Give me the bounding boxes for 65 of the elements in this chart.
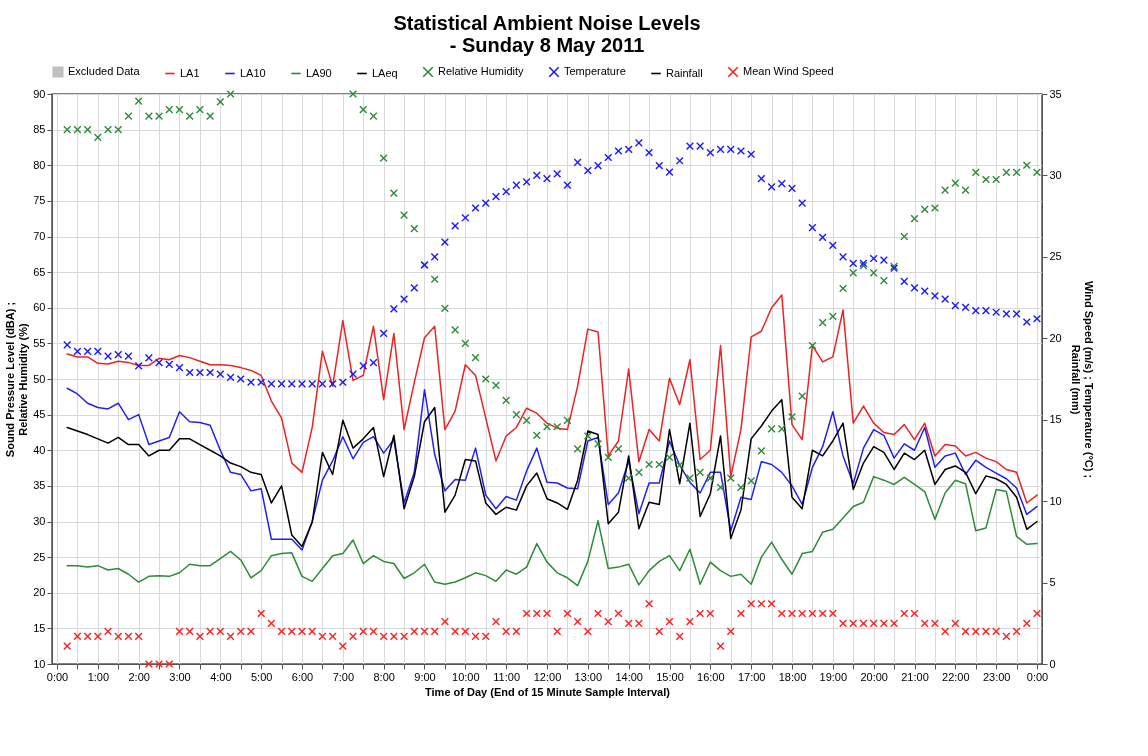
x-tick-label: 6:00 <box>291 670 314 683</box>
x-tick-label: 0:00 <box>46 670 69 683</box>
y-tick-label: 30 <box>33 515 46 527</box>
x-tick-label: 2:00 <box>128 670 150 683</box>
y2-tick-label: 35 <box>1049 87 1062 100</box>
y-tick-label: 10 <box>33 657 46 670</box>
legend-label: Mean Wind Speed <box>743 65 834 78</box>
y-tick-label: 40 <box>33 443 46 456</box>
legend-label: LA90 <box>306 66 332 79</box>
x-tick-label: 14:00 <box>615 670 643 683</box>
x-tick-label: 12:00 <box>533 670 562 683</box>
legend-label: LA1 <box>180 66 200 79</box>
x-tick-label: 9:00 <box>414 670 436 683</box>
x-tick-label: 20:00 <box>860 670 888 683</box>
y-tick-label: 85 <box>33 123 46 136</box>
y-tick-label: 25 <box>33 550 46 563</box>
x-tick-label: 13:00 <box>574 670 603 683</box>
y-tick-label: 80 <box>33 158 46 171</box>
y-tick-label: 45 <box>33 408 46 421</box>
chart-title: Statistical Ambient Noise Levels - Sunday 8 May 2011 <box>393 12 701 56</box>
line-series <box>66 475 1038 587</box>
x-axis-title: Time of Day (End of 15 Minute Sample Interval) <box>425 685 671 698</box>
x-tick-label: 18:00 <box>778 670 807 683</box>
y2-tick-label: 15 <box>1049 413 1062 426</box>
x-tick-label: 19:00 <box>819 670 848 683</box>
y2-tick-label: 25 <box>1049 250 1062 263</box>
y2-axis-title: Wind Speed (m/s) ; Temperature (°C) ; Rainfall (mm) <box>1069 280 1095 479</box>
x-tick-label: 4:00 <box>210 670 232 683</box>
x-tick-label: 7:00 <box>332 670 355 683</box>
y-axis-title: Sound Pressure Level (dBA) ; Relative Humidity (%) <box>4 301 30 458</box>
y-tick-label: 55 <box>33 336 46 349</box>
y-tick-label: 15 <box>33 621 46 634</box>
x-tick-label: 15:00 <box>656 670 684 683</box>
y-tick-label: 75 <box>33 194 46 207</box>
y2-tick-label: 10 <box>1049 494 1062 507</box>
x-tick-label: 11:00 <box>493 670 521 683</box>
legend-label: Relative Humidity <box>438 65 525 78</box>
x-tick-label: 8:00 <box>373 670 395 683</box>
y2-tick-label: 20 <box>1049 331 1062 344</box>
x-tick-label: 17:00 <box>737 670 766 683</box>
x-tick-label: 10:00 <box>452 670 480 683</box>
x-tick-label: 23:00 <box>982 670 1011 683</box>
y2-tick-label: 0 <box>1049 657 1056 670</box>
x-tick-label: 22:00 <box>942 670 970 683</box>
line-series <box>66 294 1038 504</box>
legend-label: LA10 <box>240 66 266 79</box>
y-tick-label: 90 <box>33 87 46 100</box>
y-tick-label: 35 <box>33 479 46 492</box>
y-tick-label: 50 <box>33 372 46 385</box>
y2-tick-label: 5 <box>1049 576 1056 589</box>
x-tick-label: 21:00 <box>901 670 929 683</box>
x-tick-label: 1:00 <box>87 670 110 683</box>
legend-label: Rainfall <box>666 66 703 79</box>
y-tick-label: 60 <box>33 301 46 314</box>
y-tick-label: 65 <box>33 265 46 278</box>
x-tick-label: 5:00 <box>250 670 273 683</box>
x-tick-label: 3:00 <box>169 670 191 683</box>
x-tick-label: 16:00 <box>697 670 725 683</box>
y2-tick-label: 30 <box>1049 168 1062 181</box>
x-tick-label: 0:00 <box>1026 670 1049 683</box>
legend-label: LAeq <box>372 66 398 79</box>
legend-label: Excluded Data <box>68 65 141 78</box>
legend-label: Temperature <box>564 65 626 78</box>
y-tick-label: 70 <box>33 230 46 242</box>
y-tick-label: 20 <box>33 586 46 599</box>
